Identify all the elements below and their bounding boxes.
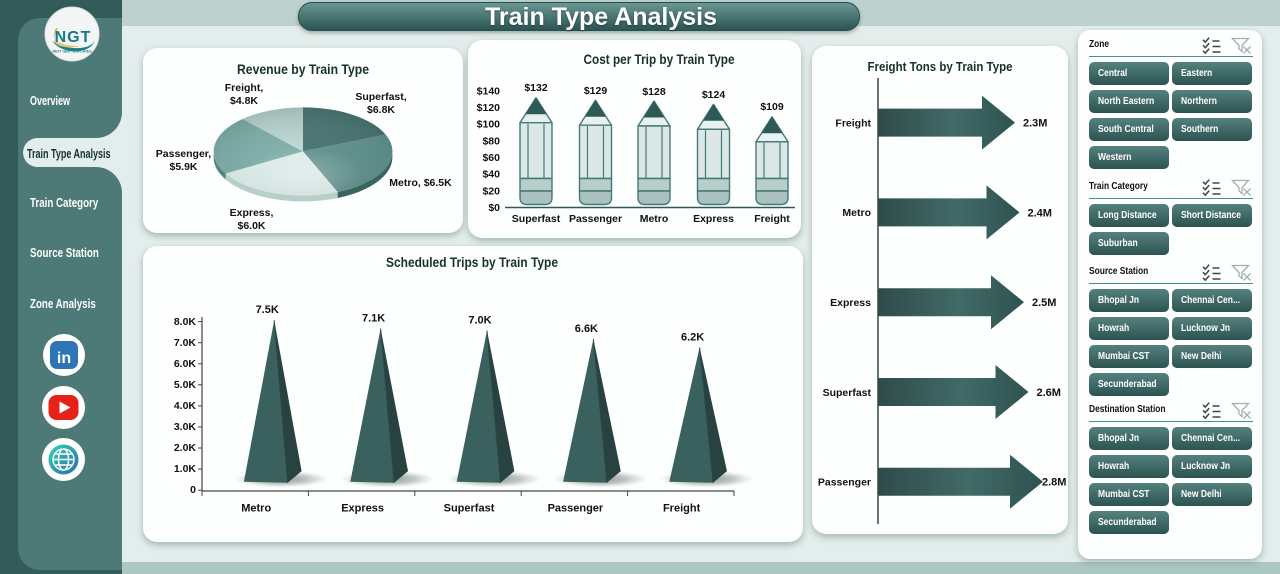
svg-text:Express,: Express, [230,207,274,219]
svg-text:7.0K: 7.0K [174,337,197,349]
svg-text:3.0K: 3.0K [174,421,197,433]
svg-text:2.5M: 2.5M [1032,297,1056,309]
svg-text:Metro: Metro [640,213,669,225]
svg-text:NGT: NGT [55,29,92,46]
svg-text:$124: $124 [702,89,726,101]
svg-text:Cost per Trip by Train Type: Cost per Trip by Train Type [584,52,735,67]
svg-text:5.0K: 5.0K [174,379,197,391]
svg-text:Metro, $6.5K: Metro, $6.5K [389,177,452,189]
svg-text:Passenger: Passenger [569,213,622,225]
svg-text:Superfast,: Superfast, [355,91,406,103]
svg-text:$120: $120 [477,102,501,114]
svg-text:$80: $80 [482,135,500,147]
svg-text:$4.8K: $4.8K [230,95,258,107]
svg-text:Freight: Freight [835,117,871,129]
svg-text:0: 0 [190,484,196,496]
svg-text:6.0K: 6.0K [174,358,197,370]
svg-text:Express: Express [341,503,384,515]
svg-text:Passenger: Passenger [548,503,604,515]
svg-text:$132: $132 [524,82,548,94]
svg-text:Revenue by Train Type: Revenue by Train Type [237,61,369,77]
svg-text:in: in [57,350,71,367]
svg-text:Freight Tons by Train Type: Freight Tons by Train Type [868,59,1013,74]
svg-text:Express: Express [693,213,734,225]
svg-text:Metro: Metro [241,503,271,515]
svg-text:6.2K: 6.2K [681,331,704,343]
svg-text:1.0K: 1.0K [174,463,197,475]
svg-text:$6.0K: $6.0K [237,220,265,232]
svg-text:7.5K: 7.5K [256,304,279,316]
svg-text:$128: $128 [642,86,666,98]
svg-text:Superfast: Superfast [512,213,561,225]
svg-text:7.1K: 7.1K [362,313,385,325]
svg-text:7.0K: 7.0K [468,315,491,327]
svg-text:$109: $109 [760,101,784,113]
svg-text:2.6M: 2.6M [1037,387,1061,399]
svg-text:4.0K: 4.0K [174,400,197,412]
svg-text:$60: $60 [482,152,500,164]
svg-text:Passenger,: Passenger, [156,148,212,160]
svg-text:Superfast: Superfast [823,387,872,399]
svg-text:$129: $129 [584,85,608,97]
svg-text:2.0K: 2.0K [174,442,197,454]
svg-text:Passenger: Passenger [818,477,871,489]
svg-text:Scheduled Trips by Train Type: Scheduled Trips by Train Type [386,255,558,270]
svg-text:$20: $20 [482,185,500,197]
svg-text:2.8M: 2.8M [1042,477,1066,489]
svg-text:Freight: Freight [663,503,701,515]
svg-text:Metro: Metro [842,207,871,219]
svg-text:6.6K: 6.6K [575,323,598,335]
svg-text:$6.8K: $6.8K [367,104,395,116]
svg-text:$40: $40 [482,169,500,181]
svg-text:$0: $0 [488,202,500,214]
svg-text:Superfast: Superfast [444,503,495,515]
svg-text:$100: $100 [477,119,501,131]
svg-text:Express: Express [830,297,871,309]
svg-text:$140: $140 [477,85,501,97]
svg-text:Freight: Freight [754,213,790,225]
svg-text:$5.9K: $5.9K [169,161,197,173]
svg-text:8.0K: 8.0K [174,316,197,328]
svg-text:Freight,: Freight, [225,82,264,94]
svg-text:2.3M: 2.3M [1023,118,1047,130]
svg-text:2.4M: 2.4M [1028,207,1052,219]
svg-text:NEXT GEN TEMPLATES: NEXT GEN TEMPLATES [53,50,93,54]
